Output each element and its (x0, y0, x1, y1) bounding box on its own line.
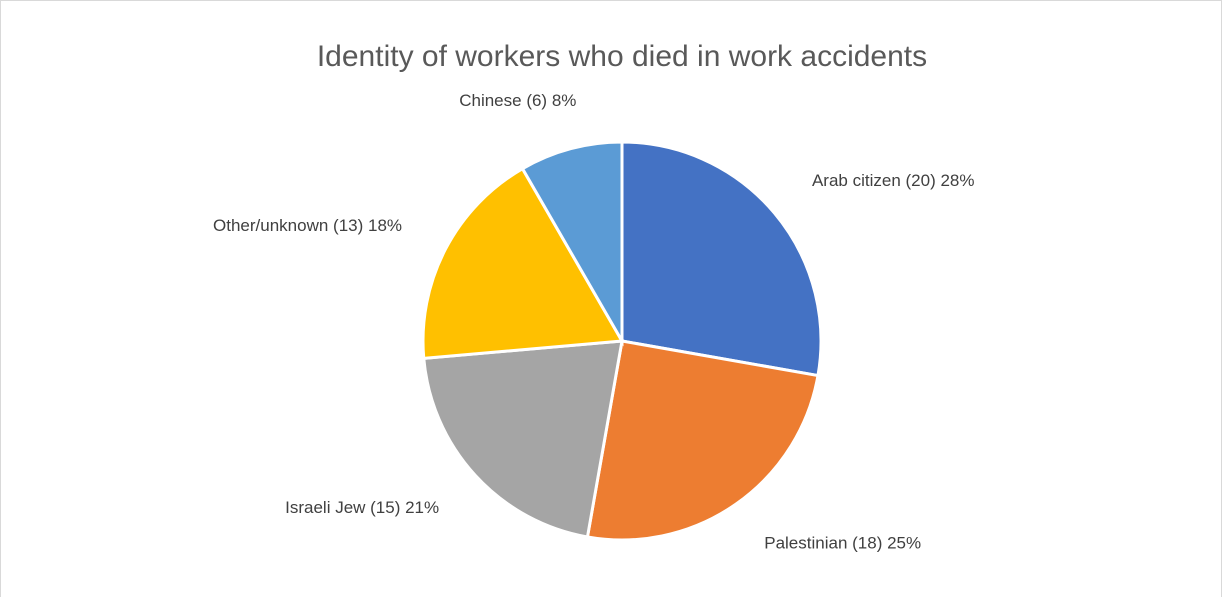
slice-label: Other/unknown (13) 18% (213, 216, 402, 235)
pie-slice (620, 140, 823, 378)
chart-title: Identity of workers who died in work acc… (317, 40, 927, 73)
slice-label: Chinese (6) 8% (459, 91, 576, 110)
pie-slice (422, 339, 624, 539)
slice-label: Israeli Jew (15) 21% (285, 498, 439, 517)
slice-label: Arab citizen (20) 28% (812, 171, 975, 190)
pie-slice (520, 140, 624, 347)
pie-slice (585, 339, 820, 542)
slice-label: Palestinian (18) 25% (764, 534, 921, 553)
pie-slice (421, 166, 625, 360)
